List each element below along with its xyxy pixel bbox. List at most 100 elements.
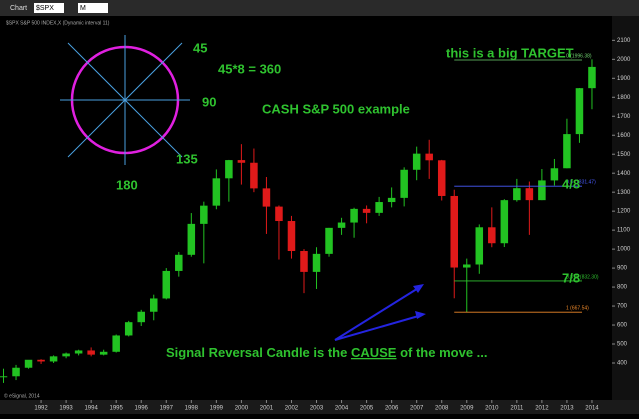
candle-body: [325, 227, 333, 254]
annotation-part: of the move ...: [396, 345, 487, 360]
arrow: [334, 314, 423, 341]
candle-body: [475, 227, 484, 265]
candle-body: [525, 188, 534, 201]
y-tick-label: 600: [617, 323, 628, 329]
x-tick-label: 2008: [435, 406, 449, 412]
y-tick-label: 1700: [617, 114, 631, 120]
x-tick-label: 2009: [460, 406, 474, 412]
x-tick-label: 1996: [135, 406, 149, 412]
time-axis: [0, 400, 639, 414]
level-label: 0 (1996.38): [566, 53, 592, 59]
x-tick-label: 2012: [535, 406, 549, 412]
x-tick-label: 2000: [235, 406, 249, 412]
y-tick-label: 1600: [617, 133, 631, 139]
candle-body: [62, 353, 70, 357]
price-axis: [612, 16, 639, 400]
y-tick-label: 1000: [617, 247, 631, 253]
candle-body: [74, 350, 83, 354]
x-tick-label: 2005: [360, 406, 374, 412]
x-tick-label: 1993: [59, 406, 73, 412]
annotation: 180: [116, 177, 138, 192]
interval[interactable]: M: [80, 5, 86, 12]
x-tick-label: 2007: [410, 406, 424, 412]
candle-body: [99, 351, 108, 355]
candle-body: [450, 195, 458, 268]
candle-body: [312, 253, 321, 272]
x-tick-label: 1998: [185, 406, 199, 412]
level-label: 0.5 (1331.47): [566, 180, 596, 186]
circle-line: [67, 42, 183, 158]
toolbar: [0, 0, 639, 16]
candle-body: [287, 221, 296, 252]
x-tick-label: 1997: [160, 406, 174, 412]
y-tick-label: 1800: [617, 95, 631, 101]
candle-body: [175, 254, 183, 271]
candle-body: [49, 356, 58, 362]
candle-body: [488, 227, 496, 244]
candle-body: [250, 162, 258, 189]
candle-body: [400, 169, 408, 198]
annotation: 4/8: [562, 176, 580, 191]
candle-body: [463, 264, 471, 268]
level-label: 1 (667.54): [566, 306, 589, 312]
candle-body: [275, 206, 283, 222]
x-tick-label: 2004: [335, 406, 349, 412]
candle-body: [87, 350, 95, 355]
symbol-box[interactable]: [34, 3, 64, 13]
annotation-part: CAUSE: [351, 345, 397, 360]
x-tick-label: 1995: [110, 406, 124, 412]
annotation-part: Signal Reversal Candle is the: [166, 345, 351, 360]
annotation: 90: [202, 94, 216, 109]
annotation: 45: [193, 40, 207, 55]
annotation: Signal Reversal Candle is the CAUSE of t…: [166, 345, 488, 360]
candle-body: [124, 322, 133, 336]
candle-body: [237, 160, 246, 163]
y-tick-label: 1500: [617, 152, 631, 158]
symbol[interactable]: $SPX: [36, 5, 54, 12]
x-tick-label: 2003: [310, 406, 324, 412]
candle-body: [575, 88, 584, 135]
candle-body: [225, 160, 233, 179]
plot: 400 500 600 700 800 900 1000 1100 1200 1300 1400 15…: [0, 38, 631, 412]
y-tick-label: 400: [617, 361, 628, 367]
y-tick-label: 500: [617, 342, 628, 348]
candle-body: [350, 208, 358, 223]
candle-body: [0, 376, 8, 378]
annotation: 45*8 = 360: [218, 61, 281, 76]
arrow: [334, 286, 421, 341]
annotation: CASH S&P 500 example: [262, 101, 410, 116]
candle-body: [513, 188, 521, 201]
y-tick-label: 900: [617, 266, 628, 272]
arrowhead: [415, 311, 426, 319]
candle-body: [162, 270, 171, 299]
window-name: Chart: [10, 5, 27, 12]
y-tick-label: 700: [617, 304, 628, 310]
candle-body: [212, 178, 221, 206]
x-tick-label: 2013: [560, 406, 574, 412]
candle-body: [37, 359, 45, 362]
candle-body: [24, 359, 33, 368]
x-tick-label: 2001: [260, 406, 274, 412]
y-tick-label: 2000: [617, 57, 631, 63]
candle-body: [300, 251, 308, 272]
candle-body: [550, 168, 559, 181]
candle-body: [387, 197, 396, 203]
y-tick-label: 1900: [617, 76, 631, 82]
y-tick-label: 2100: [617, 38, 631, 44]
y-tick-label: 1300: [617, 190, 631, 196]
annotation: 7/8: [562, 270, 580, 285]
candle-body: [262, 188, 271, 207]
y-tick-label: 1100: [617, 228, 631, 234]
candle-body: [112, 335, 120, 352]
x-tick-label: 1994: [84, 406, 98, 412]
x-tick-label: 1999: [210, 406, 224, 412]
interval-box[interactable]: [78, 3, 108, 13]
arrowhead: [413, 284, 424, 293]
candle-body: [137, 311, 145, 323]
candle-body: [563, 134, 571, 169]
candle-body: [337, 222, 346, 228]
x-tick-label: 2014: [585, 406, 599, 412]
candle-body: [437, 160, 446, 196]
